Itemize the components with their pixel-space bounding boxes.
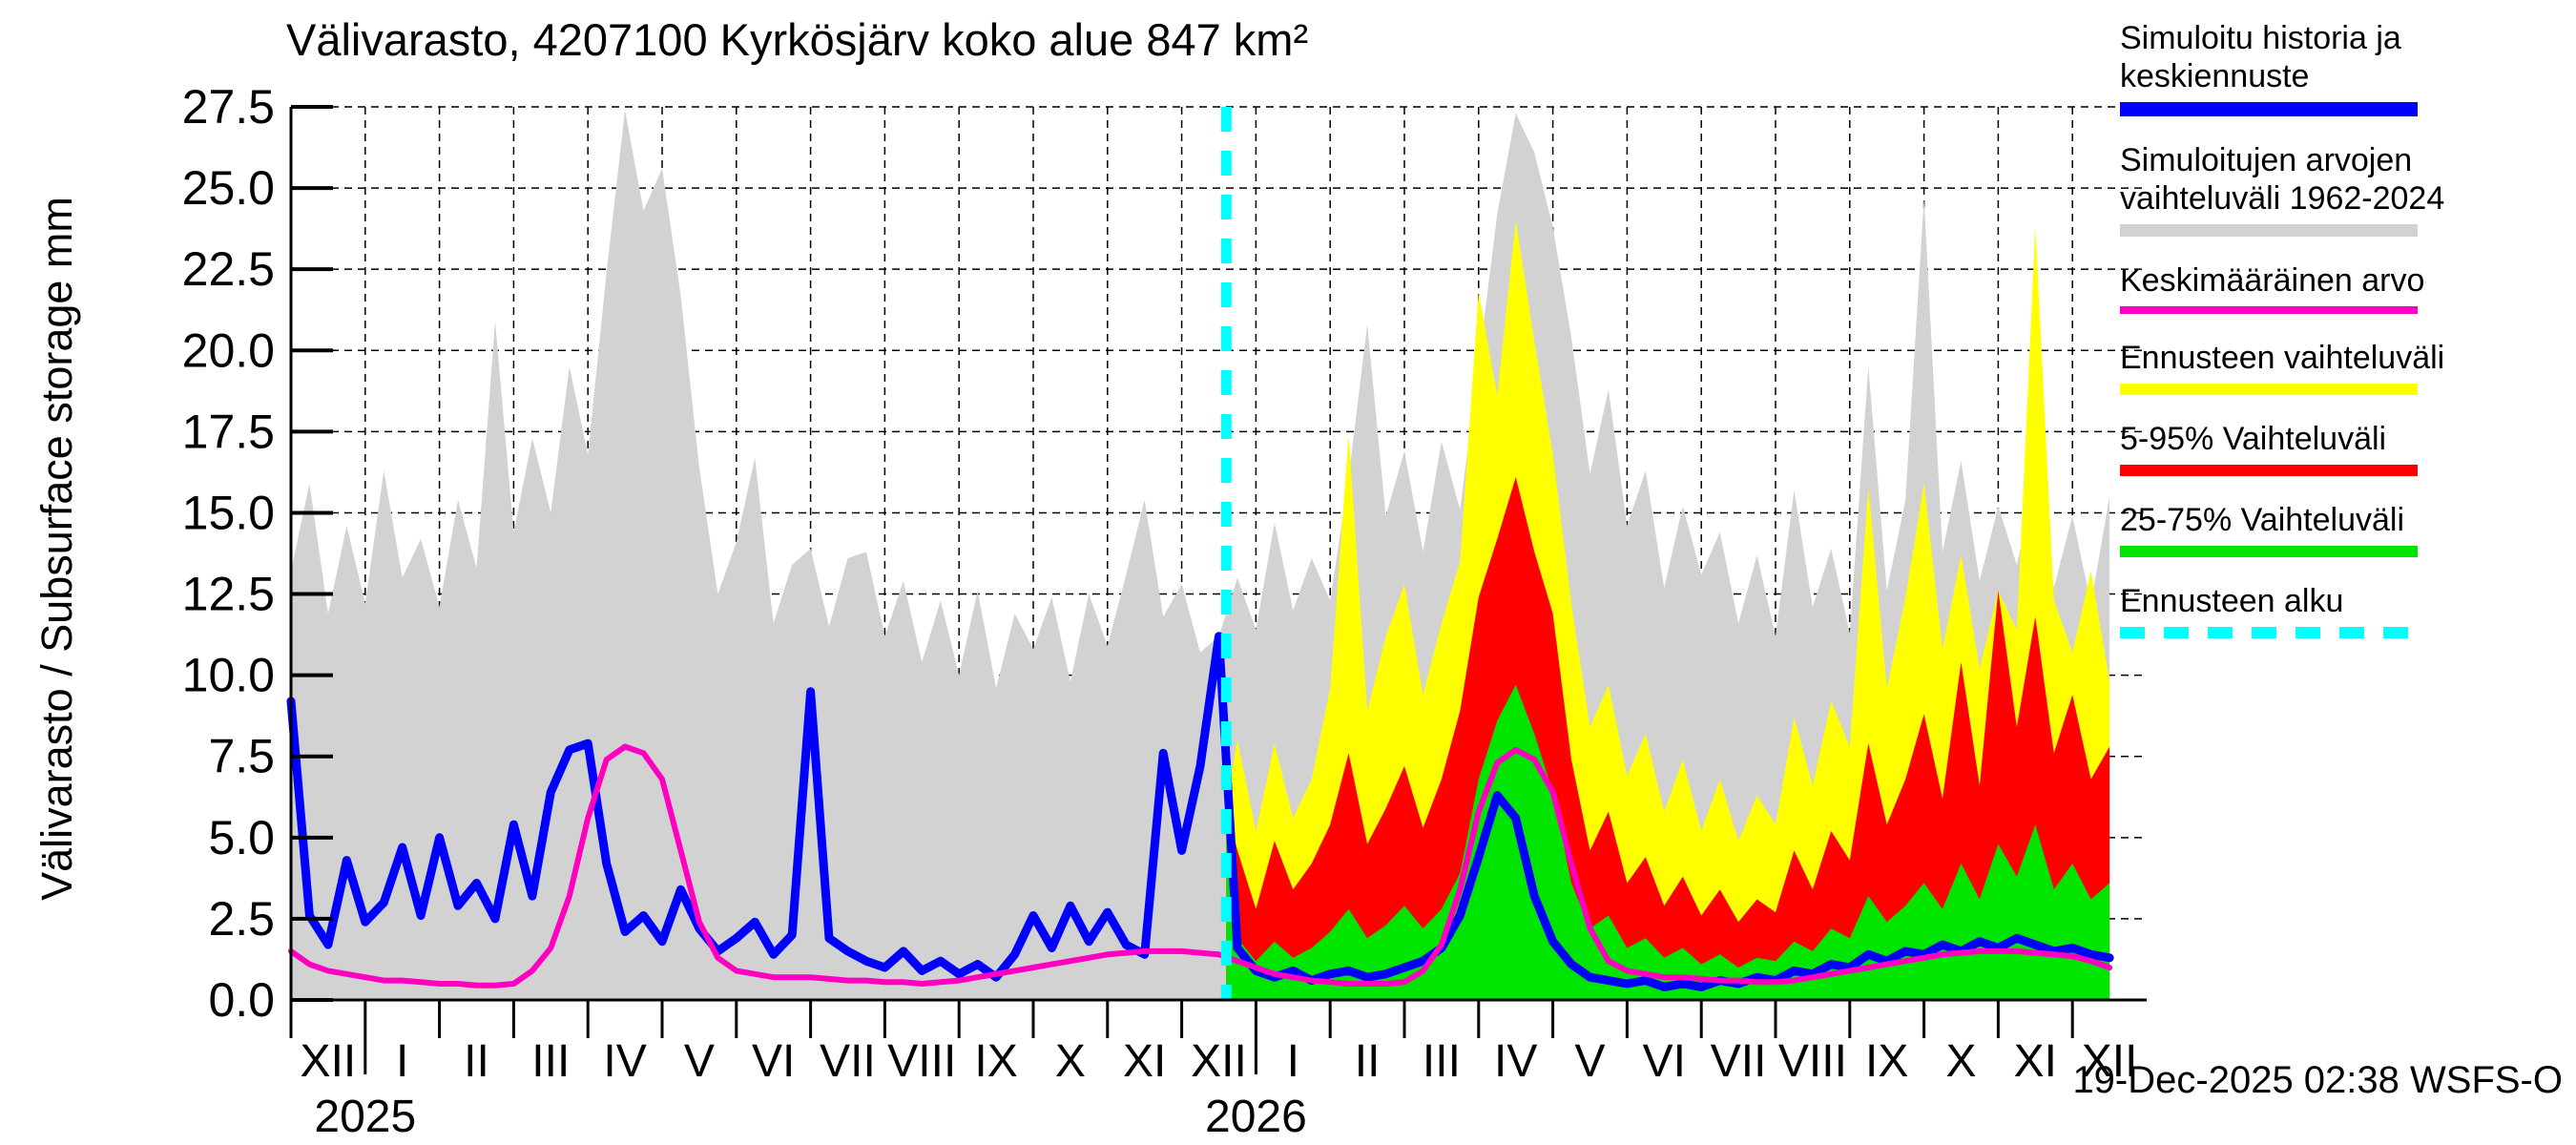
legend-swatch [2120,384,2418,395]
series-line [286,632,2114,991]
legend-label: keskiennuste [2120,58,2310,94]
legend-label: 25-75% Vaihteluväli [2120,502,2404,538]
x-tick-label: X [1945,1036,1976,1087]
legend-item-3: Ennusteen vaihteluväli [2120,339,2568,395]
legend-label: vaihteluväli 1962-2024 [2120,180,2445,217]
x-tick-label: XII [301,1036,357,1087]
y-tick-label: 12.5 [182,568,275,621]
legend-swatch [2120,465,2418,476]
series-line [288,743,2113,989]
legend-label: 5-95% Vaihteluväli [2120,421,2387,457]
x-tick-label: XI [1123,1036,1166,1087]
legend-item-5: 25-75% Vaihteluväli [2120,501,2568,557]
legend-swatch [2120,546,2418,557]
legend-item-2: Keskimääräinen arvo [2120,261,2568,314]
timestamp: 19-Dec-2025 02:38 WSFS-O [2072,1059,2563,1101]
series-area [1226,477,2110,1000]
x-tick-label: VIII [887,1036,956,1087]
legend-item-6: Ennusteen alku [2120,582,2568,638]
x-tick-label: XII [1191,1036,1247,1087]
y-tick-label: 0.0 [208,973,275,1027]
x-tick-label: VI [1643,1036,1686,1087]
legend: Simuloitu historia ja keskiennuste Simuloi… [2120,19,2568,663]
x-tick-label: II [1355,1036,1381,1087]
y-tick-label: 7.5 [208,730,275,783]
x-tick-label: V [684,1036,715,1087]
x-tick-label: VIII [1778,1036,1847,1087]
legend-label: Ennusteen vaihteluväli [2120,340,2445,376]
y-tick-label: 10.0 [182,649,275,702]
y-tick-label: 25.0 [182,161,275,215]
y-axis-title: Välivarasto / Subsurface storage mm [32,197,81,901]
legend-swatch [2120,627,2418,638]
page-title: Välivarasto, 4207100 Kyrkösjärv koko alu… [286,14,1309,65]
x-tick-label: VII [820,1036,876,1087]
legend-swatch [2120,102,2418,116]
legend-item-1: Simuloitujen arvojen vaihteluväli 1962-20… [2120,141,2568,237]
x-tick-label: III [1423,1036,1461,1087]
x-tick-label: IX [1865,1036,1908,1087]
y-tick-label: 22.5 [182,242,275,296]
y-tick-label: 17.5 [182,405,275,458]
legend-label: Ennusteen alku [2120,583,2344,619]
x-tick-label: IX [974,1036,1017,1087]
legend-label: Keskimääräinen arvo [2120,262,2425,299]
x-tick-label: VI [752,1036,795,1087]
x-tick-label: III [531,1036,570,1087]
x-tick-label: X [1055,1036,1086,1087]
legend-swatch [2120,306,2418,314]
legend-item-0: Simuloitu historia ja keskiennuste [2120,19,2568,116]
y-tick-label: 2.5 [208,892,275,946]
x-tick-label: I [396,1036,408,1087]
x-tick-label: XI [2014,1036,2057,1087]
year-label: 2026 [1205,1092,1307,1142]
legend-swatch [2120,224,2418,237]
y-tick-label: 15.0 [182,486,275,539]
x-tick-label: I [1287,1036,1299,1087]
legend-label: Simuloitujen arvojen [2120,142,2413,178]
legend-item-4: 5-95% Vaihteluväli [2120,420,2568,476]
x-tick-label: V [1574,1036,1605,1087]
x-tick-label: VII [1711,1036,1767,1087]
x-tick-label: IV [603,1036,646,1087]
y-tick-label: 20.0 [182,323,275,377]
y-tick-label: 27.5 [182,80,275,134]
x-tick-label: II [464,1036,489,1087]
x-tick-label: XII [2082,1036,2138,1087]
y-tick-label: 5.0 [208,811,275,864]
year-label: 2025 [314,1092,416,1142]
x-tick-label: IV [1494,1036,1537,1087]
legend-label: Simuloitu historia ja [2120,20,2401,56]
